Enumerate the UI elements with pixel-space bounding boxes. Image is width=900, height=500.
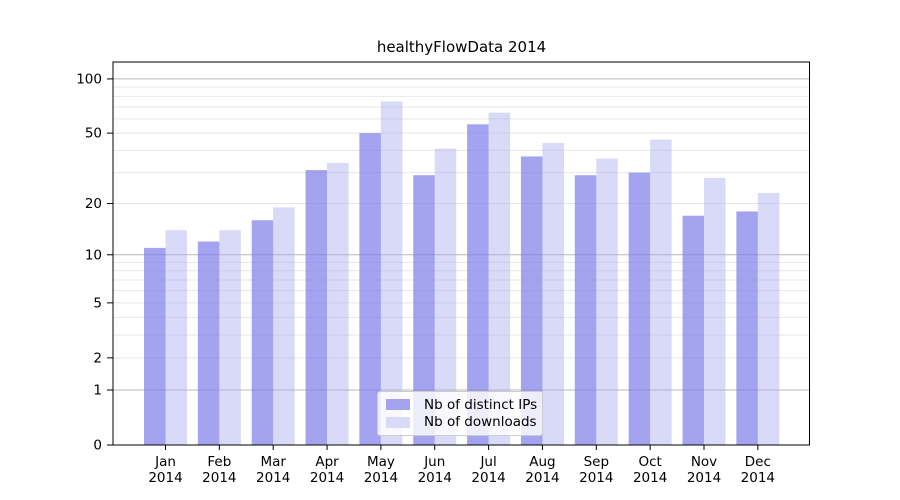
bar-downloads-mar <box>273 207 295 445</box>
bar-distinct-ips-sep <box>574 175 597 446</box>
plot-border <box>112 61 810 446</box>
y-tick-label: 5 <box>93 295 102 311</box>
x-tick-label-year: 2014 <box>471 470 505 486</box>
x-tick-label-year: 2014 <box>364 470 398 486</box>
x-tick-label-month: Mar <box>260 454 286 470</box>
bar-downloads-oct <box>650 139 672 446</box>
legend-swatch-downloads-icon <box>386 416 410 428</box>
legend: Nb of distinct IPs Nb of downloads <box>377 391 543 436</box>
x-tick-label-year: 2014 <box>633 470 667 486</box>
x-tick-label-month: Aug <box>529 454 555 470</box>
x-tick-label-month: Jun <box>423 454 445 470</box>
x-tick-label-year: 2014 <box>310 470 344 486</box>
y-tick-label: 100 <box>76 71 102 87</box>
bar-distinct-ips-aug <box>520 156 543 445</box>
bar-distinct-ips-jun <box>413 175 435 446</box>
y-tick-label: 50 <box>85 126 102 142</box>
bar-downloads-nov <box>704 177 726 445</box>
bar-downloads-jul <box>488 112 511 446</box>
bar-downloads-feb <box>219 230 241 445</box>
legend-swatch-distinct-ips-icon <box>386 399 410 411</box>
x-tick-label-year: 2014 <box>687 470 721 486</box>
y-tick-label: 10 <box>85 247 102 263</box>
bar-downloads-jan <box>165 230 187 445</box>
x-tick-label-month: Nov <box>691 454 717 470</box>
x-tick-label-month: Jul <box>479 454 496 470</box>
legend-label-downloads: Nb of downloads <box>424 414 537 431</box>
bar-downloads-dec <box>757 192 780 445</box>
x-tick-label-year: 2014 <box>525 470 559 486</box>
y-tick-label: 0 <box>93 438 102 454</box>
bar-downloads-apr <box>327 162 349 445</box>
bar-downloads-jun <box>434 148 457 446</box>
y-tick-label: 20 <box>85 196 102 212</box>
x-tick-label-year: 2014 <box>741 470 775 486</box>
legend-item-downloads: Nb of downloads <box>386 414 537 431</box>
y-tick-label: 2 <box>93 350 102 366</box>
bar-downloads-may <box>380 101 403 446</box>
bar-downloads-aug <box>542 143 564 446</box>
x-tick-label-month: Jan <box>154 454 176 470</box>
legend-label-distinct-ips: Nb of distinct IPs <box>424 396 538 413</box>
x-tick-label-month: May <box>367 454 395 470</box>
bar-distinct-ips-jan <box>144 247 166 445</box>
bar-distinct-ips-nov <box>682 215 704 445</box>
bar-distinct-ips-dec <box>736 211 758 445</box>
bar-distinct-ips-oct <box>628 172 651 446</box>
bar-distinct-ips-feb <box>197 241 220 445</box>
bar-distinct-ips-mar <box>251 220 274 445</box>
x-tick-label-year: 2014 <box>579 470 613 486</box>
bar-distinct-ips-apr <box>305 170 328 446</box>
x-tick-label-month: Apr <box>315 454 339 470</box>
legend-item-distinct-ips: Nb of distinct IPs <box>386 396 538 413</box>
bar-distinct-ips-jul <box>467 124 489 445</box>
x-tick-label-year: 2014 <box>202 470 236 486</box>
x-tick-label-year: 2014 <box>256 470 290 486</box>
x-tick-label-month: Oct <box>638 454 661 470</box>
bar-distinct-ips-may <box>359 133 381 446</box>
x-tick-label-month: Feb <box>207 454 231 470</box>
x-tick-label-month: Sep <box>584 454 609 470</box>
x-tick-label-month: Dec <box>745 454 771 470</box>
x-tick-label-year: 2014 <box>418 470 452 486</box>
x-tick-label-year: 2014 <box>148 470 182 486</box>
y-tick-label: 1 <box>93 383 102 399</box>
chart-title: healthyFlowData 2014 <box>376 38 547 56</box>
bar-downloads-sep <box>596 158 618 445</box>
